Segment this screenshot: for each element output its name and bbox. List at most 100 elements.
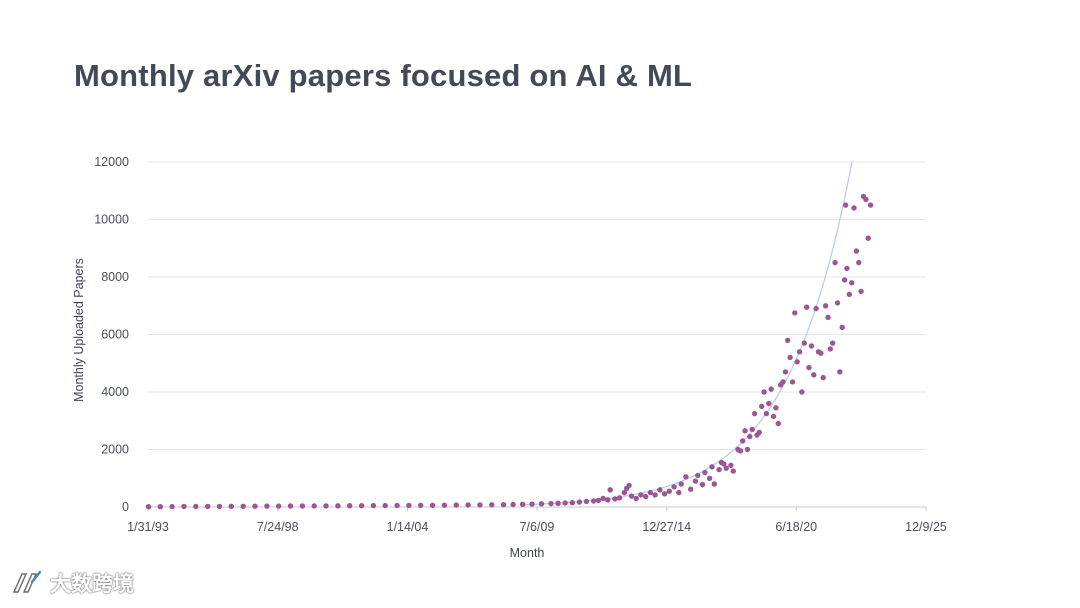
data-point — [287, 503, 294, 509]
data-point — [453, 502, 459, 508]
data-point — [858, 288, 864, 295]
y-tick-label: 8000 — [101, 270, 129, 284]
tick-labels: 0 2000 4000 6000 8000 10000 12000 1/31/93 7/24/9… — [94, 155, 947, 534]
data-point — [358, 503, 365, 509]
data-point — [796, 349, 803, 355]
data-point — [643, 493, 649, 500]
data-point — [347, 503, 353, 509]
data-point — [751, 410, 758, 417]
data-point — [583, 498, 590, 505]
data-points — [145, 193, 874, 510]
data-point — [600, 495, 606, 502]
data-point — [299, 503, 306, 509]
y-tick-label: 12000 — [94, 155, 129, 169]
data-point — [695, 472, 701, 479]
data-point — [846, 291, 852, 297]
data-point — [569, 500, 575, 506]
data-point — [782, 369, 789, 375]
y-tick-label: 0 — [122, 500, 129, 514]
data-point — [775, 420, 781, 427]
chart-title: Monthly arXiv papers focused on AI & ML — [74, 58, 693, 93]
data-point — [335, 503, 341, 509]
x-tick-label: 6/18/20 — [775, 520, 817, 534]
x-tick-label: 1/31/93 — [127, 520, 169, 534]
data-point — [477, 502, 483, 508]
data-point — [240, 503, 246, 509]
data-point — [853, 248, 860, 254]
data-point — [761, 389, 767, 395]
data-point — [808, 343, 815, 349]
data-point — [780, 379, 786, 385]
data-point — [612, 496, 618, 502]
data-point — [169, 503, 175, 510]
y-tick-label: 6000 — [101, 328, 129, 342]
data-point — [616, 495, 623, 501]
data-point — [628, 493, 635, 499]
watermark-text: 大数跨境 — [50, 573, 134, 596]
data-point — [763, 410, 770, 417]
data-point — [804, 304, 810, 310]
data-point — [205, 503, 211, 510]
data-point — [382, 502, 388, 509]
data-point — [867, 202, 874, 208]
data-point — [418, 502, 424, 508]
data-point — [370, 502, 377, 509]
data-point — [756, 429, 762, 435]
data-point — [730, 468, 736, 474]
data-point — [671, 484, 677, 490]
data-point — [799, 389, 805, 395]
data-point — [647, 489, 654, 496]
data-point — [822, 303, 829, 309]
x-tick-label: 7/24/98 — [257, 520, 299, 534]
data-point — [711, 481, 717, 487]
data-point — [519, 501, 526, 507]
data-point — [709, 464, 715, 470]
data-point — [394, 502, 400, 509]
data-point — [742, 428, 748, 434]
data-point — [843, 202, 849, 208]
y-tick-label: 4000 — [101, 385, 129, 399]
x-tick-label: 12/27/14 — [642, 520, 691, 534]
data-point — [181, 503, 187, 510]
data-point — [678, 481, 684, 487]
data-point — [747, 433, 753, 440]
data-point — [562, 500, 568, 506]
data-point — [676, 489, 682, 496]
data-point — [510, 501, 516, 508]
data-point — [702, 469, 708, 476]
data-point — [801, 340, 807, 346]
data-point — [844, 265, 850, 272]
data-point — [849, 280, 855, 286]
x-tick-label: 7/6/09 — [520, 520, 555, 534]
data-point — [657, 487, 663, 493]
data-point — [193, 503, 199, 510]
data-point — [721, 461, 727, 467]
data-point — [794, 359, 800, 365]
data-point — [323, 503, 329, 509]
data-point — [789, 379, 796, 385]
data-point — [863, 196, 869, 203]
data-point — [228, 503, 234, 509]
data-point — [595, 497, 601, 504]
data-point — [311, 503, 317, 509]
data-point — [666, 488, 672, 494]
data-point — [839, 324, 845, 330]
data-point — [145, 504, 152, 510]
data-point — [661, 491, 668, 497]
data-point — [706, 475, 713, 481]
data-point — [792, 310, 798, 316]
data-point — [692, 478, 699, 484]
data-point — [157, 504, 163, 510]
data-point — [441, 502, 448, 508]
data-point — [787, 354, 793, 361]
data-point — [699, 481, 706, 488]
gridlines — [148, 161, 926, 450]
data-point — [538, 501, 545, 507]
y-tick-label: 10000 — [94, 213, 129, 227]
data-point — [770, 413, 777, 420]
data-point — [652, 492, 658, 498]
data-point — [216, 503, 223, 510]
data-point — [865, 235, 871, 241]
